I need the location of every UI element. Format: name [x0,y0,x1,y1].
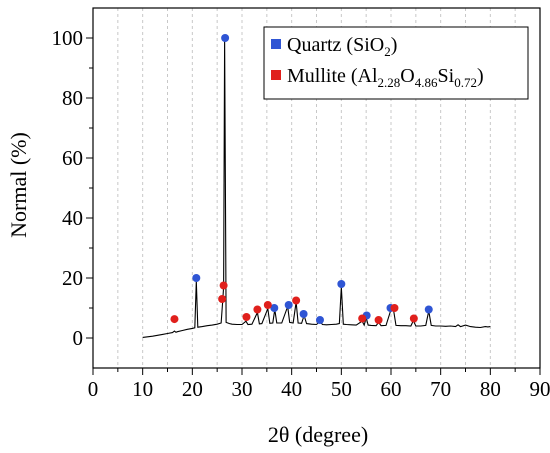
legend-quartz-swatch [271,39,281,49]
x-tick-label: 60 [381,377,402,401]
y-axis-title: Normal (%) [6,132,31,238]
x-tick-label: 20 [182,377,203,401]
mullite-peak-marker [253,305,262,314]
x-axis-ticks: 0 10 20 30 40 50 60 70 80 90 [88,368,550,401]
mullite-peak-marker [170,315,179,324]
peak-markers [170,34,433,324]
y-axis-ticks: 0 20 40 60 80 100 [52,26,93,350]
mullite-peak-marker [242,313,251,321]
x-tick-label: 50 [331,377,352,401]
legend-mullite-swatch [271,70,281,80]
y-tick-label: 100 [52,26,84,50]
quartz-peak-marker [270,304,279,312]
mullite-peak-marker [390,304,399,312]
mullite-peak-marker [292,296,301,305]
y-tick-label: 60 [62,146,83,170]
mullite-peak-marker [374,316,383,324]
quartz-peak-marker [299,310,308,318]
x-tick-label: 90 [530,377,550,401]
legend-quartz-label: Quartz (SiO2) [287,34,397,59]
x-tick-label: 10 [132,377,153,401]
mullite-peak-marker [263,301,272,309]
y-tick-label: 0 [73,326,84,350]
plot-area [142,37,491,338]
mullite-peak-marker [218,295,227,303]
legend-box [263,26,529,100]
quartz-peak-marker [315,316,324,324]
x-tick-label: 40 [281,377,302,401]
quartz-peak-marker [424,305,433,314]
mullite-peak-marker [219,281,228,290]
y-tick-label: 80 [62,86,83,110]
quartz-peak-marker [221,34,230,42]
quartz-peak-marker [337,280,346,288]
quartz-peak-marker [284,301,293,309]
x-tick-label: 80 [480,377,501,401]
mullite-peak-marker [358,314,367,323]
x-axis-title: 2θ (degree) [268,422,368,447]
mullite-peak-marker [409,314,418,323]
x-tick-label: 30 [232,377,253,401]
y-tick-label: 20 [62,266,83,290]
x-tick-label: 70 [430,377,451,401]
quartz-peak-marker [192,274,201,282]
y-tick-label: 40 [62,206,83,230]
xrd-line [142,37,491,338]
legend-mullite-label: Mullite (Al2.28O4.86Si0.72) [287,65,484,90]
legend: Quartz (SiO2) Mullite (Al2.28O4.86Si0.72… [263,26,529,100]
x-tick-label: 0 [88,377,99,401]
